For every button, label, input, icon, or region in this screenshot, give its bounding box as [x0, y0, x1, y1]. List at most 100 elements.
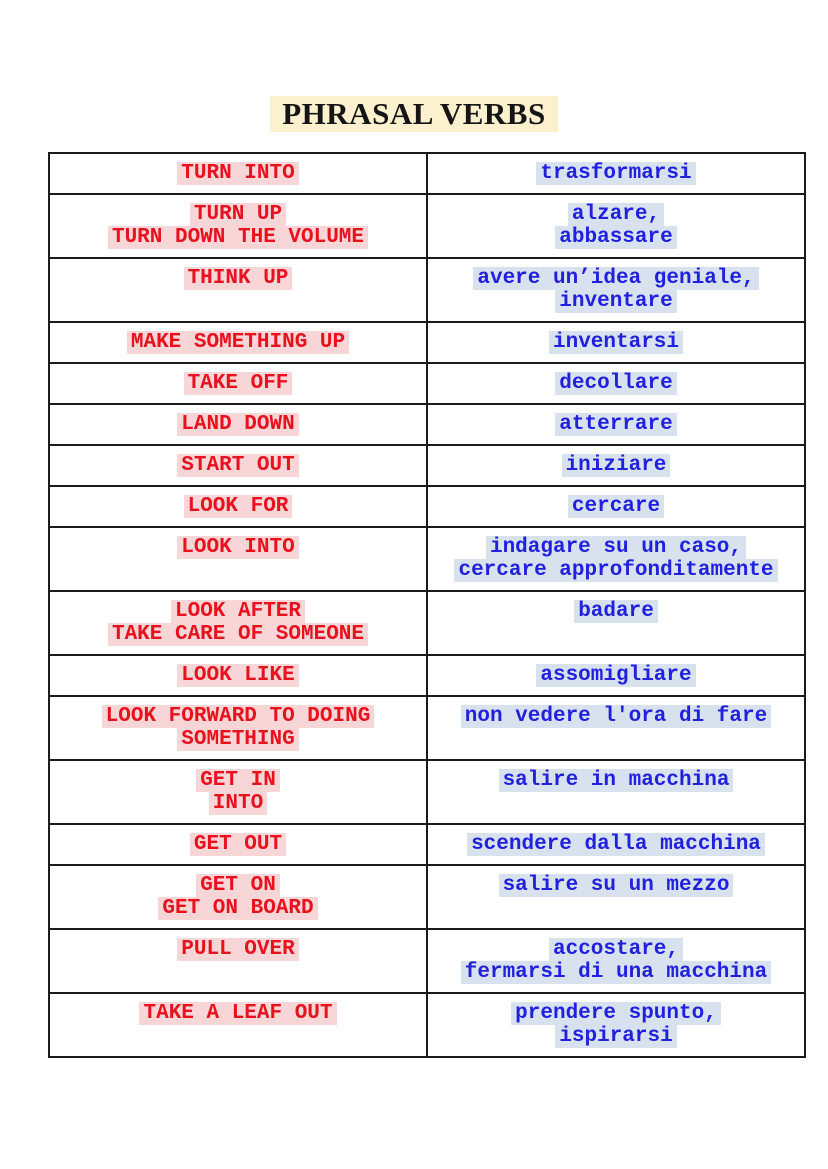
table-row: PULL OVER accostare, fermarsi di una macch… — [48, 928, 806, 994]
table-row: GET OUT scendere dalla macchina — [48, 823, 806, 866]
translation-cell: indagare su un caso, cercare approfondita… — [426, 526, 806, 592]
table-row: LOOK AFTER TAKE CARE OF SOMEONE badare — [48, 590, 806, 656]
phrasal-verb-text: PULL OVER — [177, 938, 299, 961]
table-row: TAKE A LEAF OUT prendere spunto, ispirarsi — [48, 992, 806, 1058]
translation-text: salire su un mezzo — [498, 874, 734, 897]
phrasal-verb-text: GET IN — [196, 769, 280, 792]
phrasal-verb-cell: TURN INTO — [48, 152, 428, 195]
table-row: TURN INTO trasformarsi — [48, 152, 806, 195]
translation-text: cercare approfonditamente — [454, 559, 778, 582]
translation-text: iniziare — [561, 454, 671, 477]
translation-cell: alzare, abbassare — [426, 193, 806, 259]
translation-cell: atterrare — [426, 403, 806, 446]
phrasal-verb-cell: LAND DOWN — [48, 403, 428, 446]
phrasal-verb-text: LOOK AFTER — [170, 600, 306, 623]
table-row: THINK UP avere un’idea geniale, inventare — [48, 257, 806, 323]
translation-text: decollare — [555, 372, 677, 395]
title-block: PHRASAL VERBS — [0, 96, 828, 132]
phrasal-verb-cell: LOOK FOR — [48, 485, 428, 528]
table-row: GET IN INTO salire in macchina — [48, 759, 806, 825]
phrasal-verb-cell: LOOK LIKE — [48, 654, 428, 697]
phrasal-verb-cell: LOOK INTO — [48, 526, 428, 592]
table-row: LOOK LIKE assomigliare — [48, 654, 806, 697]
translation-cell: prendere spunto, ispirarsi — [426, 992, 806, 1058]
translation-text: assomigliare — [536, 664, 696, 687]
phrasal-verb-text: LOOK FOR — [183, 495, 293, 518]
phrasal-verb-text: TAKE OFF — [183, 372, 293, 395]
phrasal-verb-text: LOOK LIKE — [177, 664, 299, 687]
phrasal-verb-text: LOOK FORWARD TO DOING — [101, 705, 375, 728]
translation-cell: decollare — [426, 362, 806, 405]
translation-text: trasformarsi — [536, 162, 696, 185]
translation-cell: non vedere l'ora di fare — [426, 695, 806, 761]
translation-cell: assomigliare — [426, 654, 806, 697]
phrasal-verb-cell: LOOK FORWARD TO DOING SOMETHING — [48, 695, 428, 761]
phrasal-verb-text: LOOK INTO — [177, 536, 299, 559]
translation-cell: accostare, fermarsi di una macchina — [426, 928, 806, 994]
phrasal-verb-cell: THINK UP — [48, 257, 428, 323]
translation-cell: iniziare — [426, 444, 806, 487]
phrasal-verb-text: LAND DOWN — [177, 413, 299, 436]
translation-text: accostare, — [548, 938, 684, 961]
phrasal-verbs-table-body: TURN INTO trasformarsi TURN UP TURN DOWN TH… — [48, 152, 806, 1058]
table-row: LOOK INTO indagare su un caso, cercare app… — [48, 526, 806, 592]
phrasal-verb-cell: GET IN INTO — [48, 759, 428, 825]
table-row: MAKE SOMETHING UP inventarsi — [48, 321, 806, 364]
table-row: START OUT iniziare — [48, 444, 806, 487]
translation-text: non vedere l'ora di fare — [460, 705, 772, 728]
phrasal-verb-cell: TURN UP TURN DOWN THE VOLUME — [48, 193, 428, 259]
phrasal-verb-cell: LOOK AFTER TAKE CARE OF SOMEONE — [48, 590, 428, 656]
translation-text: indagare su un caso, — [485, 536, 747, 559]
translation-cell: inventarsi — [426, 321, 806, 364]
table-row: TURN UP TURN DOWN THE VOLUME alzare, abbass… — [48, 193, 806, 259]
translation-cell: badare — [426, 590, 806, 656]
translation-cell: salire su un mezzo — [426, 864, 806, 930]
page-title: PHRASAL VERBS — [270, 96, 558, 132]
phrasal-verb-cell: MAKE SOMETHING UP — [48, 321, 428, 364]
phrasal-verb-text: START OUT — [177, 454, 299, 477]
phrasal-verb-cell: PULL OVER — [48, 928, 428, 994]
translation-cell: cercare — [426, 485, 806, 528]
table-row: LAND DOWN atterrare — [48, 403, 806, 446]
phrasal-verb-cell: GET ON GET ON BOARD — [48, 864, 428, 930]
translation-text: inventare — [555, 290, 677, 313]
phrasal-verb-text: GET ON — [196, 874, 280, 897]
translation-text: avere un’idea geniale, — [473, 267, 759, 290]
translation-text: salire in macchina — [498, 769, 734, 792]
translation-text: badare — [574, 600, 658, 623]
phrasal-verbs-table: TURN INTO trasformarsi TURN UP TURN DOWN TH… — [48, 152, 806, 1058]
phrasal-verb-cell: GET OUT — [48, 823, 428, 866]
translation-cell: avere un’idea geniale, inventare — [426, 257, 806, 323]
phrasal-verb-text: GET ON BOARD — [158, 897, 318, 920]
translation-cell: scendere dalla macchina — [426, 823, 806, 866]
phrasal-verb-text: TAKE A LEAF OUT — [139, 1002, 337, 1025]
table-row: TAKE OFF decollare — [48, 362, 806, 405]
phrasal-verb-text: INTO — [208, 792, 268, 815]
translation-text: ispirarsi — [555, 1025, 677, 1048]
translation-text: alzare, — [567, 203, 665, 226]
translation-text: atterrare — [555, 413, 677, 436]
phrasal-verb-text: TURN INTO — [177, 162, 299, 185]
phrasal-verb-text: SOMETHING — [177, 728, 299, 751]
translation-text: prendere spunto, — [511, 1002, 721, 1025]
phrasal-verb-cell: TAKE OFF — [48, 362, 428, 405]
translation-text: fermarsi di una macchina — [460, 961, 772, 984]
translation-cell: salire in macchina — [426, 759, 806, 825]
phrasal-verb-text: TURN DOWN THE VOLUME — [107, 226, 369, 249]
phrasal-verb-text: THINK UP — [183, 267, 293, 290]
phrasal-verb-cell: START OUT — [48, 444, 428, 487]
table-row: LOOK FOR cercare — [48, 485, 806, 528]
table-row: LOOK FORWARD TO DOING SOMETHING non vedere… — [48, 695, 806, 761]
table-row: GET ON GET ON BOARD salire su un mezzo — [48, 864, 806, 930]
phrasal-verb-text: GET OUT — [189, 833, 287, 856]
phrasal-verb-cell: TAKE A LEAF OUT — [48, 992, 428, 1058]
phrasal-verb-text: TURN UP — [189, 203, 287, 226]
phrasal-verb-text: TAKE CARE OF SOMEONE — [107, 623, 369, 646]
phrasal-verb-text: MAKE SOMETHING UP — [126, 331, 350, 354]
translation-text: cercare — [567, 495, 665, 518]
translation-text: abbassare — [555, 226, 677, 249]
translation-cell: trasformarsi — [426, 152, 806, 195]
translation-text: inventarsi — [548, 331, 684, 354]
translation-text: scendere dalla macchina — [467, 833, 765, 856]
